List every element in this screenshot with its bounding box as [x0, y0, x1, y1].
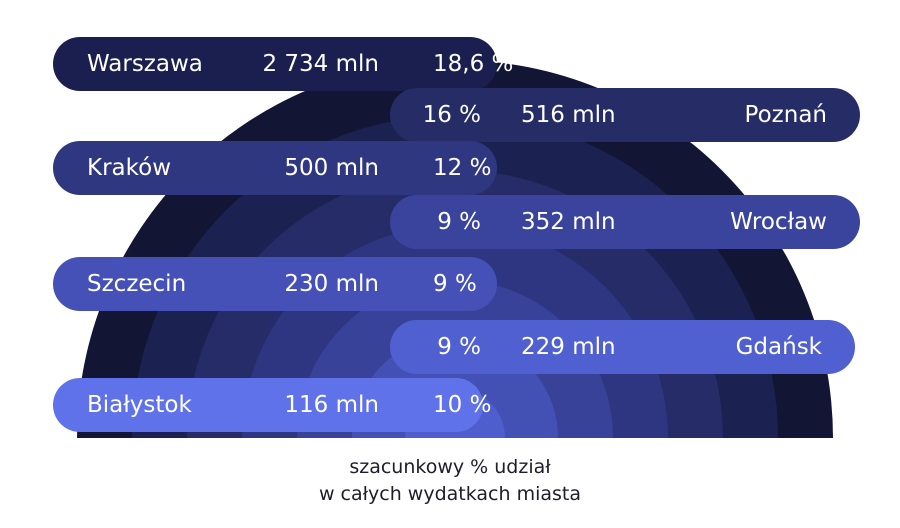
bar-szczecin: Szczecin 230 mln 9 % [53, 257, 497, 311]
caption-line-1: szacunkowy % udział [349, 456, 551, 478]
amount-label: 516 mln [521, 102, 616, 128]
city-label: Kraków [87, 155, 172, 181]
caption-line-2: w całych wydatkach miasta [318, 483, 582, 505]
share-label: 9 % [433, 271, 477, 297]
bar-gdańsk: 9 % 229 mln Gdańsk [390, 320, 855, 374]
bar-wrocław: 9 % 352 mln Wrocław [390, 195, 860, 249]
amount-label: 116 mln [284, 392, 379, 418]
share-label: 18,6 % [433, 51, 514, 77]
city-label: Wrocław [730, 209, 827, 235]
bar-poznań: 16 % 516 mln Poznań [390, 88, 860, 142]
city-label: Gdańsk [735, 334, 822, 360]
amount-label: 230 mln [284, 271, 379, 297]
share-label: 16 % [422, 102, 481, 128]
amount-label: 2 734 mln [262, 51, 379, 77]
city-label: Szczecin [87, 271, 187, 297]
share-label: 9 % [437, 209, 481, 235]
amount-label: 352 mln [521, 209, 616, 235]
city-label: Białystok [87, 392, 192, 418]
share-label: 12 % [433, 155, 492, 181]
share-label: 9 % [437, 334, 481, 360]
city-label: Poznań [744, 102, 827, 128]
bar-warszawa: Warszawa 2 734 mln 18,6 % [53, 37, 513, 91]
amount-label: 500 mln [284, 155, 379, 181]
amount-label: 229 mln [521, 334, 616, 360]
share-label: 10 % [433, 392, 492, 418]
bar-białystok: Białystok 116 mln 10 % [53, 378, 491, 432]
bar-kraków: Kraków 500 mln 12 % [53, 141, 497, 195]
city-label: Warszawa [87, 51, 203, 77]
